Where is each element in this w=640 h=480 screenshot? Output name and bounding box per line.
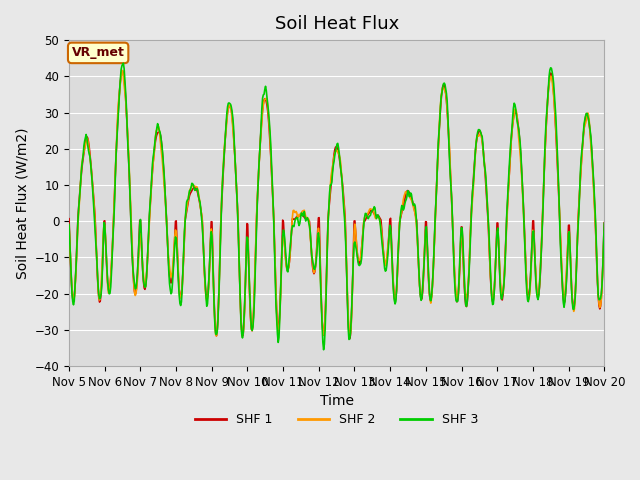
SHF 3: [600, 220, 608, 226]
SHF 1: [213, 328, 221, 334]
SHF 3: [120, 60, 127, 66]
SHF 2: [600, 229, 608, 235]
Line: SHF 1: SHF 1: [69, 71, 604, 338]
Title: Soil Heat Flux: Soil Heat Flux: [275, 15, 399, 33]
SHF 1: [600, 220, 608, 226]
Text: VR_met: VR_met: [72, 47, 125, 60]
Legend: SHF 1, SHF 2, SHF 3: SHF 1, SHF 2, SHF 3: [190, 408, 483, 432]
Line: SHF 3: SHF 3: [69, 63, 604, 350]
SHF 2: [65, 225, 73, 231]
Line: SHF 2: SHF 2: [69, 71, 604, 336]
SHF 3: [185, 192, 193, 197]
SHF 3: [419, 284, 426, 290]
SHF 2: [212, 333, 220, 339]
SHF 2: [119, 68, 127, 73]
SHF 1: [403, 188, 411, 194]
SHF 1: [185, 195, 193, 201]
SHF 2: [419, 285, 426, 290]
SHF 1: [75, 204, 83, 209]
SHF 2: [131, 289, 138, 295]
SHF 2: [403, 191, 411, 196]
Y-axis label: Soil Heat Flux (W/m2): Soil Heat Flux (W/m2): [15, 127, 29, 279]
SHF 2: [75, 209, 83, 215]
SHF 3: [131, 281, 138, 287]
SHF 3: [75, 205, 83, 211]
SHF 1: [131, 289, 138, 295]
SHF 1: [65, 216, 73, 222]
SHF 3: [65, 221, 73, 227]
SHF 3: [320, 347, 328, 353]
SHF 3: [403, 193, 411, 199]
SHF 3: [213, 329, 221, 335]
SHF 1: [119, 68, 127, 74]
SHF 2: [214, 315, 221, 321]
SHF 2: [185, 192, 193, 197]
X-axis label: Time: Time: [319, 394, 354, 408]
SHF 1: [346, 336, 353, 341]
SHF 1: [419, 289, 426, 295]
